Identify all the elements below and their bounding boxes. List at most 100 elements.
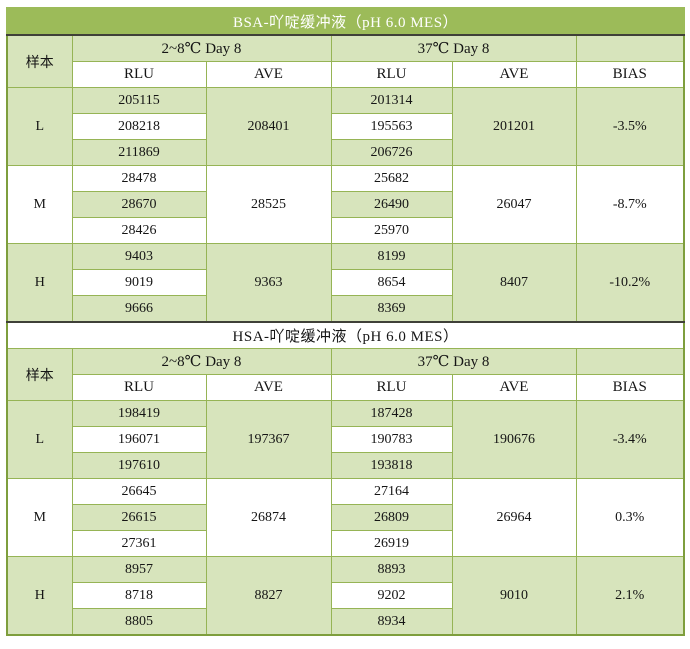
ave-cell: 9010 <box>451 556 577 636</box>
table-row: 9019 8654 <box>7 269 684 296</box>
table-row: L 198419 197367 187428 190676 -3.4% <box>6 400 685 479</box>
ave-cell: 8407 <box>451 243 577 323</box>
table-row: M 28478 28525 25682 26047 -8.7% <box>6 165 685 244</box>
rlu-cell: 27164 <box>330 478 453 505</box>
ave-cell: 26964 <box>451 478 577 557</box>
table-row: L 205115 208401 201314 201201 -3.5% <box>6 87 685 166</box>
ave-cell: 26874 <box>205 478 332 557</box>
rlu-cell: 187428 <box>330 400 453 427</box>
ave-cell: 26047 <box>451 165 577 244</box>
sample-label-H: H <box>6 556 73 636</box>
bias-header: BIAS <box>575 61 685 88</box>
rlu-cell: 8893 <box>330 556 453 583</box>
rlu-cell: 8654 <box>330 269 453 296</box>
ave-cell: 9363 <box>205 243 332 323</box>
rlu-cell: 8957 <box>71 556 207 583</box>
rlu-cell: 26490 <box>330 191 453 218</box>
ave-header: AVE <box>451 61 577 88</box>
section-title-row: HSA-吖啶缓冲液（pH 6.0 MES） <box>6 321 685 349</box>
ave-cell: 190676 <box>451 400 577 479</box>
table-row: 197610 193818 <box>7 452 684 479</box>
bias-header: BIAS <box>575 374 685 401</box>
stability-table: BSA-吖啶缓冲液（pH 6.0 MES） 样本 2~8℃ Day 8 37℃ … <box>5 7 686 636</box>
ave-cell: 8827 <box>205 556 332 636</box>
bias-cell: 0.3% <box>575 478 685 557</box>
rlu-cell: 206726 <box>330 139 453 166</box>
rlu-cell: 196071 <box>71 426 207 453</box>
rlu-cell: 195563 <box>330 113 453 140</box>
bias-cell: -3.5% <box>575 87 685 166</box>
rlu-cell: 208218 <box>71 113 207 140</box>
rlu-cell: 190783 <box>330 426 453 453</box>
table-row: 8805 8934 <box>7 608 684 636</box>
rlu-cell: 198419 <box>71 400 207 427</box>
sample-header: 样本 <box>6 34 73 88</box>
table-row: H 8957 8827 8893 9010 2.1% <box>6 556 685 636</box>
rlu-cell: 193818 <box>330 452 453 479</box>
temp-header-37: 37℃ Day 8 <box>330 348 577 375</box>
rlu-cell: 9202 <box>330 582 453 609</box>
rlu-cell: 197610 <box>71 452 207 479</box>
table-row: M 26645 26874 27164 26964 0.3% <box>6 478 685 557</box>
corner-cell <box>575 348 685 375</box>
sample-label-M: M <box>6 478 73 557</box>
sample-label-M: M <box>6 165 73 244</box>
rlu-cell: 8805 <box>71 608 207 636</box>
bias-cell: -8.7% <box>575 165 685 244</box>
temp-header-2-8: 2~8℃ Day 8 <box>71 34 332 62</box>
rlu-cell: 28478 <box>71 165 207 192</box>
header-row: 样本 2~8℃ Day 8 37℃ Day 8 <box>6 34 685 88</box>
rlu-cell: 26645 <box>71 478 207 505</box>
rlu-cell: 26919 <box>330 530 453 557</box>
ave-cell: 197367 <box>205 400 332 479</box>
table-row: H 9403 9363 8199 8407 -10.2% <box>6 243 685 323</box>
ave-cell: 208401 <box>205 87 332 166</box>
ave-header: AVE <box>451 374 577 401</box>
ave-cell: 28525 <box>205 165 332 244</box>
rlu-cell: 26809 <box>330 504 453 531</box>
table-row: 27361 26919 <box>7 530 684 557</box>
rlu-cell: 25682 <box>330 165 453 192</box>
sample-header: 样本 <box>6 348 73 401</box>
sample-label-H: H <box>6 243 73 323</box>
ave-header: AVE <box>205 61 332 88</box>
table-row: 9666 8369 <box>7 295 684 323</box>
rlu-cell: 9403 <box>71 243 207 270</box>
table-row: 28670 26490 <box>7 191 684 218</box>
rlu-cell: 28670 <box>71 191 207 218</box>
rlu-cell: 9019 <box>71 269 207 296</box>
subheader-row: RLU AVE RLU AVE BIAS <box>7 61 685 88</box>
section-title: BSA-吖啶缓冲液（pH 6.0 MES） <box>5 7 686 36</box>
rlu-header: RLU <box>330 374 453 401</box>
rlu-cell: 27361 <box>71 530 207 557</box>
rlu-cell: 8934 <box>330 608 453 636</box>
rlu-cell: 205115 <box>71 87 207 114</box>
corner-cell <box>575 34 685 62</box>
rlu-cell: 28426 <box>71 217 207 244</box>
table-row: 196071 190783 <box>7 426 684 453</box>
bias-cell: -3.4% <box>575 400 685 479</box>
subheader-row: RLU AVE RLU AVE BIAS <box>7 374 685 401</box>
sample-label-L: L <box>6 87 73 166</box>
sample-label-L: L <box>6 400 73 479</box>
rlu-cell: 25970 <box>330 217 453 244</box>
bias-cell: -10.2% <box>575 243 685 323</box>
section-title: HSA-吖啶缓冲液（pH 6.0 MES） <box>6 321 685 349</box>
rlu-cell: 26615 <box>71 504 207 531</box>
ave-header: AVE <box>205 374 332 401</box>
rlu-cell: 8199 <box>330 243 453 270</box>
rlu-header: RLU <box>330 61 453 88</box>
rlu-cell: 9666 <box>71 295 207 323</box>
table-row: 28426 25970 <box>7 217 684 244</box>
ave-cell: 201201 <box>451 87 577 166</box>
rlu-cell: 8718 <box>71 582 207 609</box>
section-title-row: BSA-吖啶缓冲液（pH 6.0 MES） <box>5 7 686 36</box>
rlu-cell: 8369 <box>330 295 453 323</box>
temp-header-2-8: 2~8℃ Day 8 <box>71 348 332 375</box>
rlu-cell: 211869 <box>71 139 207 166</box>
bias-cell: 2.1% <box>575 556 685 636</box>
table-row: 8718 9202 <box>7 582 684 609</box>
temp-header-37: 37℃ Day 8 <box>330 34 577 62</box>
rlu-cell: 201314 <box>330 87 453 114</box>
